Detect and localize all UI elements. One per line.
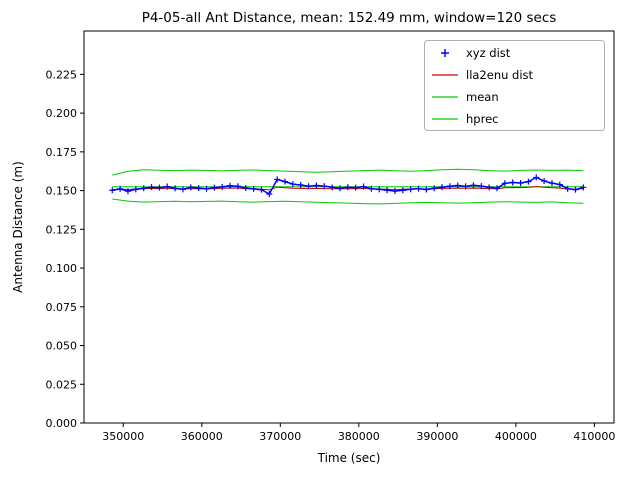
x-tick-label: 410000 — [573, 430, 615, 443]
axis-ticks: 350000 360000 370000 380000 390000 400000 4100… — [46, 68, 616, 443]
legend-label: xyz dist — [466, 46, 511, 60]
plot-series — [109, 168, 587, 205]
x-tick-label: 390000 — [416, 430, 458, 443]
series-xyz dist-markers — [109, 174, 587, 197]
x-axis-label: Time (sec) — [317, 451, 381, 465]
legend-label: hprec — [466, 112, 498, 126]
plot-area — [83, 30, 615, 424]
chart-title: P4-05-all Ant Distance, mean: 152.49 mm,… — [142, 10, 557, 26]
legend-box — [424, 40, 605, 131]
series-hprec_upper-line — [112, 168, 584, 176]
legend-label: mean — [466, 90, 499, 104]
y-tick-label: 0.150 — [46, 185, 78, 198]
y-tick-label: 0.100 — [46, 262, 78, 275]
y-axis-label: Antenna Distance (m) — [11, 161, 25, 293]
y-tick-label: 0.175 — [46, 146, 78, 159]
legend-entries: xyz dist lla2enu dist mean hprec — [432, 46, 534, 126]
legend-label: lla2enu dist — [466, 68, 534, 82]
legend: xyz dist lla2enu dist mean hprec — [424, 40, 605, 131]
legend-entry-lla2enu-dist: lla2enu dist — [432, 68, 534, 82]
y-tick-label: 0.075 — [46, 301, 78, 314]
x-tick-label: 380000 — [338, 430, 380, 443]
x-tick-label: 360000 — [181, 430, 223, 443]
legend-entry-mean: mean — [432, 90, 499, 104]
x-tick-label: 400000 — [495, 430, 537, 443]
x-tick-label: 350000 — [102, 430, 144, 443]
y-tick-label: 0.050 — [46, 340, 78, 353]
x-tick-label: 370000 — [259, 430, 301, 443]
legend-entry-xyz-dist: xyz dist — [441, 46, 511, 60]
series-hprec_lower-line — [112, 198, 584, 205]
legend-marker-plus-icon — [441, 49, 449, 57]
y-tick-label: 0.200 — [46, 107, 78, 120]
y-tick-label: 0.125 — [46, 223, 78, 236]
y-tick-label: 0.025 — [46, 378, 78, 391]
y-tick-label: 0.000 — [46, 417, 78, 430]
legend-entry-hprec: hprec — [432, 112, 498, 126]
y-tick-label: 0.225 — [46, 68, 78, 81]
